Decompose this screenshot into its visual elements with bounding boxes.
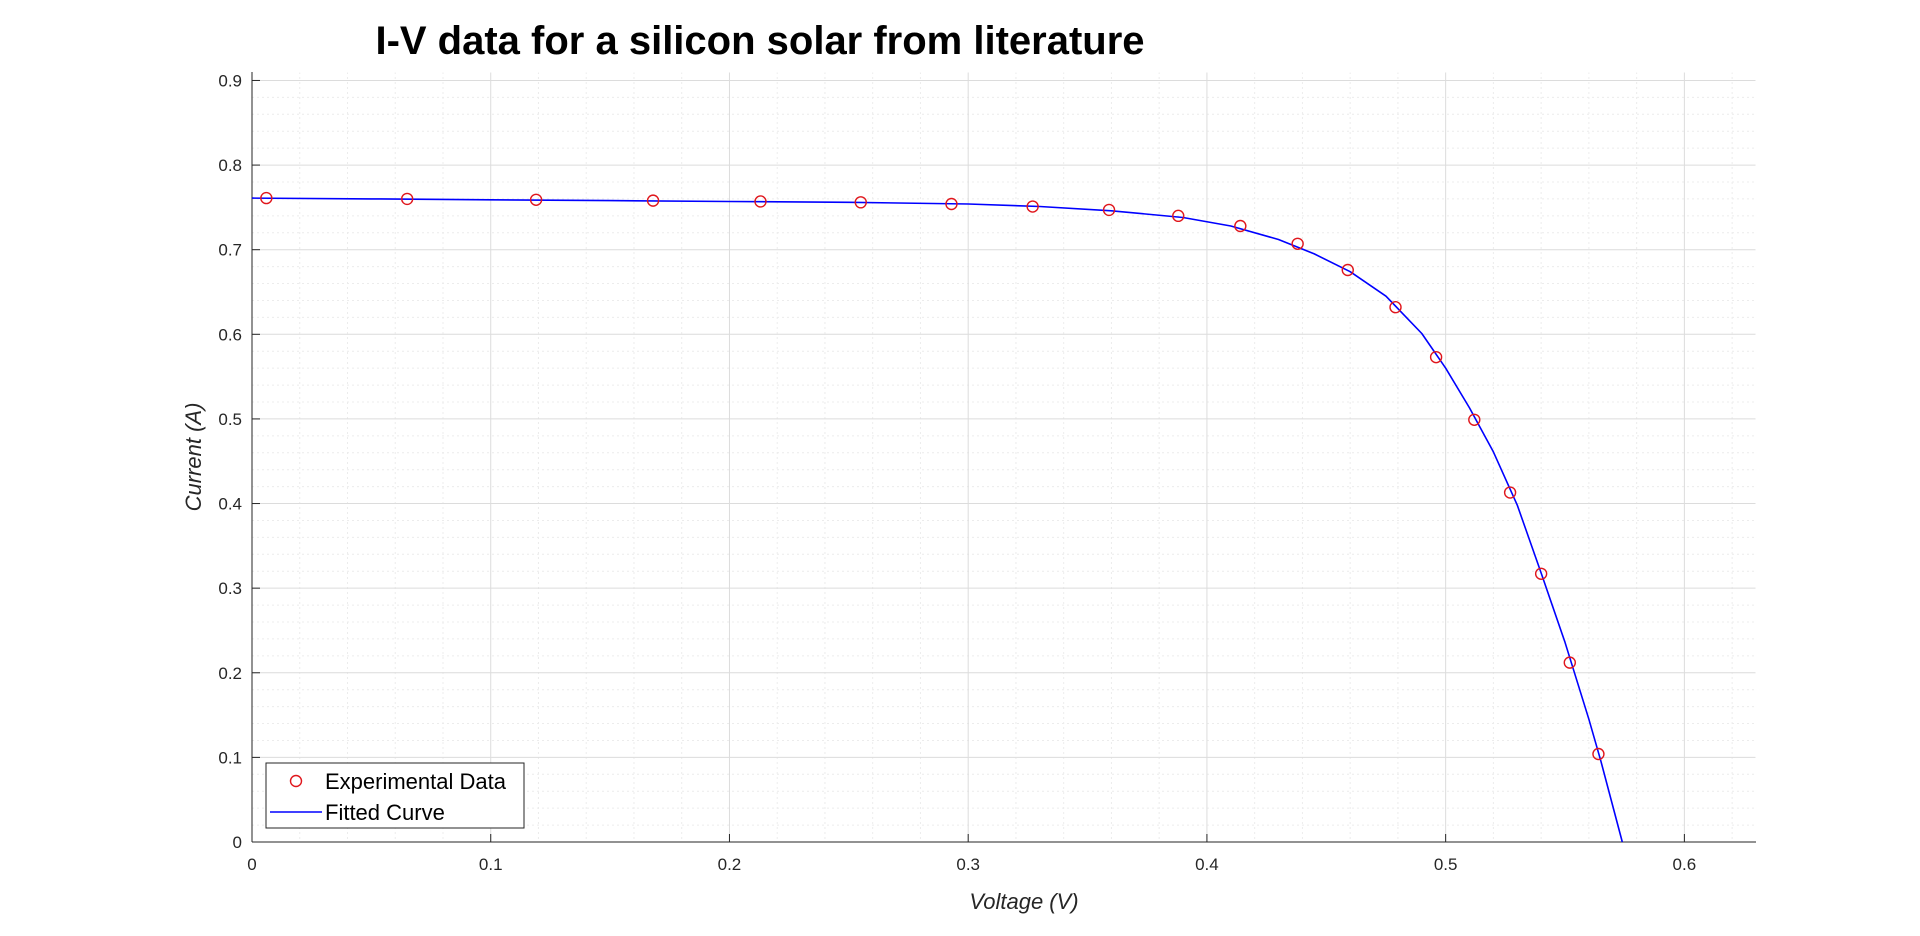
experimental-data-point: [1172, 209, 1185, 223]
x-tick-label: 0.4: [1195, 855, 1219, 874]
legend-box: [265, 762, 525, 829]
x-tick-label: 0.5: [1434, 855, 1458, 874]
experimental-data-point: [1102, 203, 1116, 217]
experimental-data-point: [529, 193, 543, 206]
experimental-data-point: [1592, 747, 1605, 761]
fitted-curve-line: [251, 197, 1624, 843]
experimental-data-point: [945, 197, 958, 211]
y-tick-label: 0.1: [218, 748, 242, 767]
experimental-data-point: [1291, 237, 1304, 250]
experimental-data-point: [854, 196, 867, 209]
experimental-data-point: [400, 192, 414, 206]
y-tick-label: 0.7: [218, 241, 242, 260]
y-tick-label: 0.4: [218, 495, 242, 514]
chart-title: I-V data for a silicon solar from litera…: [375, 19, 1144, 63]
y-tick-label: 0.2: [218, 664, 242, 683]
y-tick-label: 0.3: [218, 579, 242, 598]
x-axis-ticks: 0 0.1 0.2 0.3 0.4 0.5 0.6: [247, 834, 1696, 874]
y-tick-label: 0.5: [218, 410, 242, 429]
y-tick-label: 0: [233, 833, 242, 852]
legend-marker-experimental: [289, 774, 303, 788]
legend: Experimental Data Fitted Curve: [265, 762, 525, 829]
experimental-data-point: [1563, 656, 1576, 669]
experimental-data-point: [646, 194, 660, 207]
experimental-data-point: [1468, 413, 1481, 426]
minor-grid: [252, 72, 1756, 842]
x-tick-label: 0.1: [479, 855, 503, 874]
x-tick-label: 0.3: [956, 855, 980, 874]
x-tick-label: 0: [247, 855, 256, 874]
y-tick-label: 0.9: [218, 71, 242, 90]
experimental-data-point: [754, 195, 767, 208]
x-tick-label: 0.6: [1673, 855, 1697, 874]
experimental-data-point: [1389, 301, 1402, 314]
experimental-data-point: [1026, 200, 1039, 213]
legend-label-experimental: Experimental Data: [325, 769, 507, 794]
y-tick-label: 0.6: [218, 325, 242, 344]
experimental-data-point: [260, 191, 273, 205]
y-tick-label: 0.8: [218, 156, 242, 175]
x-axis-label: Voltage (V): [969, 889, 1078, 914]
x-tick-label: 0.2: [718, 855, 742, 874]
experimental-data-point: [1534, 567, 1548, 580]
major-grid: [252, 72, 1756, 842]
y-axis-ticks: 0 0.1 0.2 0.3 0.4 0.5 0.6 0.7 0.8 0.9: [218, 71, 260, 852]
experimental-data-point: [1503, 486, 1517, 499]
experimental-data-point: [1341, 263, 1354, 277]
series-layer: [251, 191, 1624, 843]
y-axis-label: Current (A): [181, 403, 206, 512]
experimental-data-point: [1429, 350, 1443, 364]
legend-label-fitted: Fitted Curve: [325, 800, 445, 825]
experimental-data-point: [1234, 219, 1247, 233]
